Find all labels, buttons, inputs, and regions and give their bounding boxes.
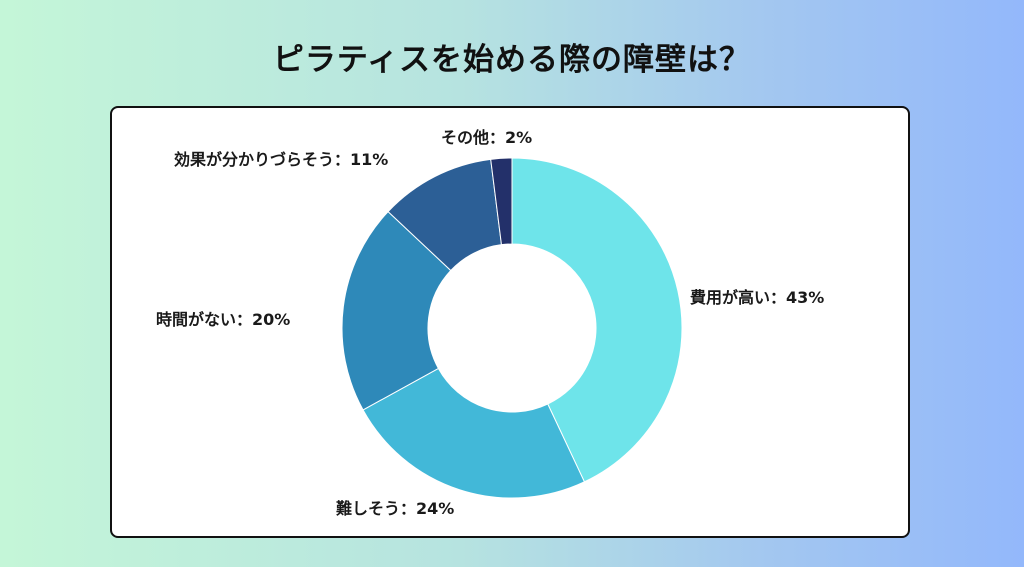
slice-label-1: 費用が高い：43% (690, 288, 824, 307)
slice-3 (341, 210, 452, 411)
slice-1 (511, 157, 683, 483)
slice-label-3: 時間がない：20% (156, 310, 290, 329)
slice-label-5: その他：2% (441, 128, 532, 147)
slice-5 (490, 157, 513, 246)
slice-2 (362, 367, 586, 499)
chart-title: ピラティスを始める際の障壁は？ (272, 42, 752, 78)
slice-label-4: 効果が分かりづらそう：11% (174, 150, 388, 169)
slice-label-2: 難しそう：24% (336, 499, 454, 518)
